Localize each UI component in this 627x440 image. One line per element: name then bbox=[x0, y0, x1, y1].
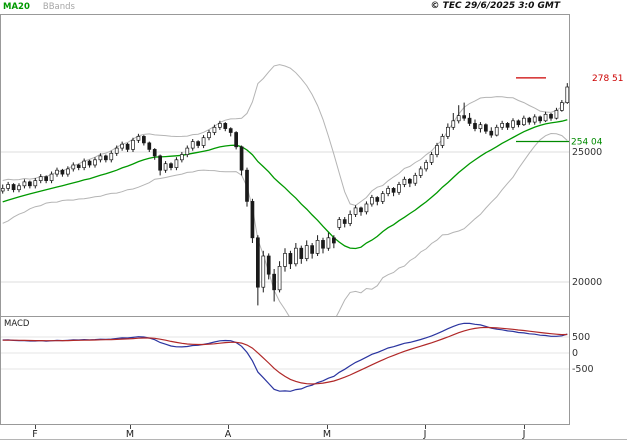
svg-text:J: J bbox=[522, 429, 526, 440]
svg-text:278 51: 278 51 bbox=[592, 74, 624, 84]
bbands-legend-label: BBands bbox=[42, 2, 75, 12]
svg-text:A: A bbox=[225, 429, 232, 440]
macd-panel-label: MACD bbox=[4, 319, 30, 329]
svg-text:F: F bbox=[32, 429, 37, 440]
svg-text:M: M bbox=[126, 429, 134, 440]
svg-text:500: 500 bbox=[572, 332, 590, 343]
ma20-legend-label: MA20 bbox=[3, 2, 30, 12]
svg-text:25000: 25000 bbox=[572, 147, 602, 158]
svg-text:20000: 20000 bbox=[572, 277, 602, 288]
svg-text:254 04: 254 04 bbox=[571, 137, 603, 147]
svg-text:-500: -500 bbox=[572, 364, 594, 375]
svg-text:J: J bbox=[423, 429, 427, 440]
svg-text:M: M bbox=[323, 429, 331, 440]
overlay-legend: MA20 BBands bbox=[3, 2, 75, 12]
svg-text:0: 0 bbox=[572, 348, 578, 359]
copyright-timestamp: © TEC 29/6/2025 3:0 GMT bbox=[430, 1, 560, 11]
